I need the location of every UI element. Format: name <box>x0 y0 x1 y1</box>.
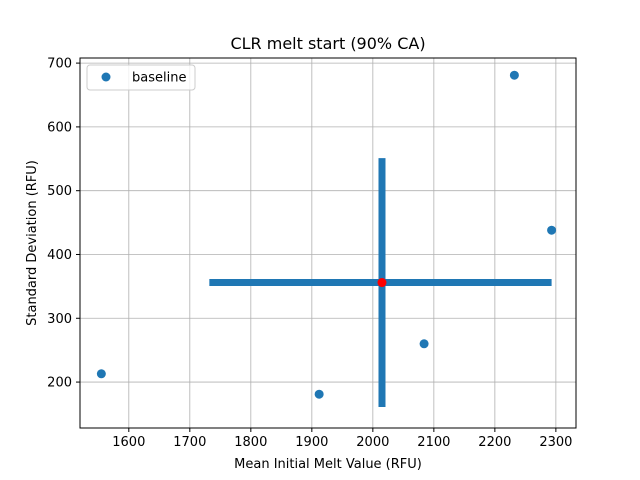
y-tick-label: 200 <box>47 376 72 391</box>
axis-ticks: 1600 1700 1800 1900 2000 2100 2200 2300 200 300 40… <box>47 57 572 450</box>
x-tick-label: 1800 <box>234 435 267 450</box>
y-tick-label: 600 <box>47 120 72 135</box>
center-point <box>377 278 387 288</box>
legend-marker <box>101 72 111 82</box>
y-tick-label: 500 <box>47 184 72 199</box>
x-tick-label: 2300 <box>539 435 572 450</box>
x-tick-label: 2100 <box>417 435 450 450</box>
scatter-point <box>547 225 557 235</box>
center-marker-group <box>377 278 387 288</box>
y-tick-label: 400 <box>47 248 72 263</box>
y-axis-label: Standard Deviation (RFU) <box>25 160 40 326</box>
y-tick-label: 700 <box>47 57 72 72</box>
legend-box <box>86 64 196 91</box>
y-tick-label: 300 <box>47 312 72 327</box>
scatter-point <box>509 70 519 80</box>
scatter-points <box>96 70 557 399</box>
legend-label: baseline <box>132 71 186 86</box>
plot-frame <box>79 57 577 429</box>
legend: baseline <box>86 64 196 91</box>
grid <box>80 58 576 428</box>
x-tick-label: 1900 <box>295 435 328 450</box>
x-tick-label: 2200 <box>478 435 511 450</box>
x-tick-label: 2000 <box>356 435 389 450</box>
scatter-point <box>419 339 429 349</box>
scatter-point <box>96 369 106 379</box>
scatter-point <box>314 389 324 399</box>
x-axis-label: Mean Initial Melt Value (RFU) <box>234 457 422 472</box>
x-tick-label: 1600 <box>112 435 145 450</box>
chart-title: CLR melt start (90% CA) <box>230 34 425 53</box>
x-tick-label: 1700 <box>173 435 206 450</box>
